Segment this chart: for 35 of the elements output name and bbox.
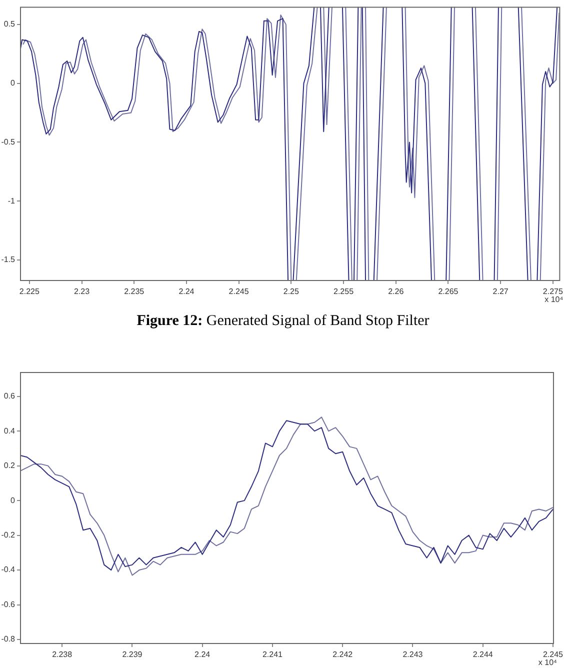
- x-tick-label: 2.241: [262, 650, 284, 660]
- y-tick-label: -0.8: [1, 634, 16, 644]
- x-tick-label: 2.242: [332, 650, 354, 660]
- x-tick-label: 2.24: [178, 287, 195, 296]
- x-tick-label: 2.239: [122, 650, 143, 660]
- x-tick-label: 2.245: [228, 287, 250, 296]
- y-tick-label: 0: [10, 496, 16, 505]
- x-tick-label: 2.243: [402, 650, 424, 660]
- x-tick-label: 2.244: [472, 650, 494, 660]
- x-tick-label: 2.27: [492, 287, 509, 296]
- y-tick-label: -0.6: [1, 600, 16, 609]
- y-tick-label: -0.4: [1, 565, 16, 574]
- x-tick-label: 2.24: [194, 650, 211, 660]
- y-tick-label: -1.5: [1, 255, 16, 264]
- x-tick-label: 2.25: [283, 287, 300, 296]
- x-tick-label: 2.275: [542, 287, 564, 296]
- x-tick-label: 2.255: [334, 287, 354, 296]
- text: Figure 12: Generated Signal of Band Stop Filter: [136, 313, 430, 329]
- y-tick-label: -0.2: [1, 530, 16, 540]
- x-tick-label: 2.23: [74, 287, 90, 296]
- x-tick-label: 2.245: [542, 650, 564, 660]
- x-tick-label: 2.238: [52, 650, 73, 660]
- y-tick-label: -1: [8, 196, 16, 206]
- y-tick-label: 0: [10, 78, 16, 88]
- x-tick-label: 2.26: [388, 287, 404, 296]
- y-tick-label: 0.5: [4, 20, 16, 29]
- text: x 10⁴: [538, 658, 558, 667]
- x-tick-label: 2.235: [124, 287, 145, 296]
- y-tick-label: 0.2: [4, 461, 16, 470]
- y-tick-label: -0.5: [1, 137, 16, 146]
- text: x 10⁴: [544, 295, 564, 304]
- y-tick-label: 0.6: [4, 392, 16, 401]
- x-tick-label: 2.265: [438, 287, 459, 296]
- x-tick-label: 2.225: [19, 287, 40, 296]
- y-tick-label: 0.4: [4, 426, 16, 436]
